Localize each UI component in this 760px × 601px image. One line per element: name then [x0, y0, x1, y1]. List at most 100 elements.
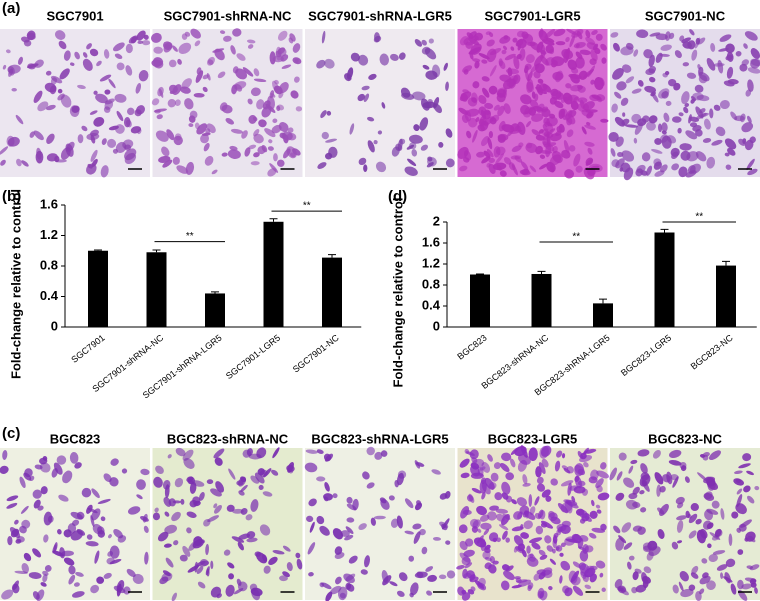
y-tick-label: 0.4: [40, 288, 59, 303]
cell: [630, 459, 638, 465]
cell: [259, 524, 271, 536]
cell: [7, 535, 13, 546]
cell: [671, 541, 679, 550]
cell: [307, 542, 316, 555]
cell: [697, 64, 701, 70]
cell: [254, 551, 262, 557]
cell: [398, 572, 408, 582]
cell: [728, 533, 733, 546]
cell: [488, 130, 494, 139]
cell: [390, 518, 399, 528]
cell: [346, 503, 357, 511]
cell: [640, 170, 648, 176]
cell: [674, 50, 682, 59]
cell: [526, 142, 533, 149]
cell: [538, 549, 546, 556]
cell: [62, 470, 73, 484]
cell: [681, 37, 692, 43]
cell: [551, 60, 558, 68]
cell: [490, 472, 499, 482]
cell: [539, 28, 544, 38]
cell: [702, 454, 709, 461]
cell: [646, 121, 656, 131]
cell: [459, 540, 468, 551]
cell: [381, 102, 386, 109]
cell: [180, 86, 191, 94]
cell: [725, 558, 736, 568]
cell: [132, 573, 144, 584]
cell: [470, 472, 484, 479]
cell: [493, 462, 501, 470]
cell: [527, 585, 532, 592]
cell: [283, 134, 289, 144]
cell: [463, 572, 472, 579]
significance-label: **: [572, 232, 580, 243]
y-tick-label: 0: [51, 318, 58, 333]
cell: [211, 169, 218, 175]
significance-label: **: [186, 231, 194, 242]
cell: [159, 88, 164, 98]
cell: [362, 471, 370, 480]
cell: [705, 476, 714, 482]
cell: [182, 449, 194, 461]
cell: [526, 81, 534, 93]
cell: [52, 544, 57, 554]
cell: [529, 553, 534, 558]
cell: [660, 164, 668, 173]
cell: [712, 550, 726, 555]
cell: [747, 495, 755, 504]
cell: [214, 504, 222, 514]
error-bar: [722, 260, 730, 266]
cell: [741, 122, 754, 133]
image-title: SGC7901-LGR5: [484, 8, 580, 23]
cell: [706, 57, 716, 71]
cell: [601, 587, 606, 592]
cell: [678, 166, 688, 178]
cell: [91, 488, 100, 499]
cell: [575, 56, 585, 69]
cell: [107, 138, 117, 148]
cell: [488, 157, 495, 163]
cell: [305, 449, 318, 454]
cell: [0, 159, 6, 166]
cell: [126, 568, 136, 577]
cell: [666, 135, 677, 144]
y-tick-label: 0: [433, 318, 440, 333]
cell: [45, 70, 52, 76]
cell: [470, 518, 479, 528]
cell: [324, 58, 335, 69]
cell: [577, 97, 588, 104]
cell: [431, 469, 441, 475]
cell: [358, 523, 367, 531]
cell: [539, 445, 549, 459]
cell: [495, 508, 509, 514]
cell: [689, 163, 701, 174]
cell: [232, 28, 242, 37]
cell: [42, 574, 48, 583]
cell: [488, 163, 496, 174]
cell: [23, 472, 32, 481]
cell: [269, 90, 275, 99]
cell: [168, 59, 177, 68]
cell: [286, 562, 293, 572]
cell: [53, 462, 63, 475]
cell: [404, 530, 414, 535]
bar: [654, 232, 675, 327]
cell: [631, 88, 642, 94]
cell: [704, 509, 714, 521]
cell: [524, 65, 529, 74]
image-title: BGC823-shRNA-NC: [167, 431, 289, 446]
cell: [45, 104, 56, 111]
cell: [522, 474, 528, 485]
cell: [597, 492, 610, 501]
cell: [458, 524, 468, 534]
cell: [124, 148, 137, 161]
cell: [196, 123, 208, 135]
cell: [267, 168, 277, 177]
cell: [272, 447, 280, 459]
cell: [611, 159, 620, 168]
cell: [491, 114, 500, 122]
cell: [750, 582, 757, 588]
cell: [557, 526, 563, 533]
cell: [572, 561, 581, 568]
